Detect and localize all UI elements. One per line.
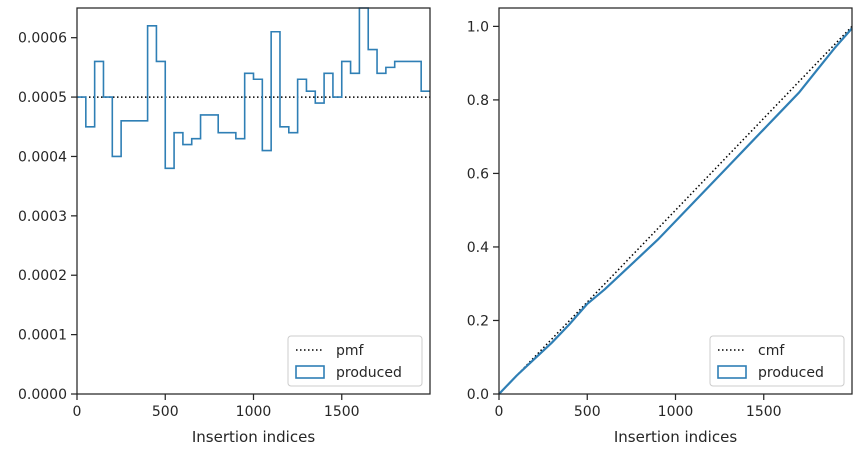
pmf-series-produced-line [77, 7, 430, 170]
pmf-y-tick-label: 0.0004 [18, 149, 67, 165]
pmf-y-tick-label: 0.0005 [18, 90, 67, 106]
cmf-x-tick-label: 0 [495, 404, 504, 420]
cmf-x-tick-label: 500 [574, 404, 601, 420]
pmf-x-tick-label: 1000 [236, 404, 272, 420]
pmf-legend [287, 335, 423, 387]
pmf-legend-label-produced: produced [336, 365, 402, 381]
pmf-x-tick-label: 500 [152, 404, 179, 420]
pmf-x-tick-label: 0 [73, 404, 82, 420]
cmf-y-tick-label: 0.2 [467, 313, 489, 329]
pmf-chart-panel: 0 500 1000 1500 0.0000 0.0001 0.0002 0.0003 0.00… [18, 7, 431, 446]
cmf-x-tick-label: 1500 [746, 404, 782, 420]
cmf-series-cmf-line [498, 25, 853, 395]
cmf-legend-label-cmf: cmf [758, 343, 785, 359]
cmf-series-produced-line [498, 27, 853, 395]
cmf-y-tick-label: 0.8 [467, 93, 489, 109]
pmf-y-tick-label: 0.0006 [18, 31, 67, 47]
cmf-y-tick-label: 0.6 [467, 166, 489, 182]
cmf-legend [709, 335, 845, 387]
pmf-y-tick-label: 0.0000 [18, 387, 67, 403]
pmf-legend-label-pmf: pmf [336, 343, 365, 359]
cmf-y-tick-label: 1.0 [467, 19, 489, 35]
cmf-x-tick-label: 1000 [658, 404, 694, 420]
pmf-y-tick-label: 0.0002 [18, 268, 67, 284]
cmf-y-tick-label: 0.0 [467, 387, 489, 403]
pmf-y-tick-label: 0.0001 [18, 328, 67, 344]
cmf-legend-swatch-produced [717, 365, 747, 379]
cmf-y-tick-label: 0.4 [467, 240, 489, 256]
cmf-chart-panel: 0 500 1000 1500 0.0 0.2 0.4 0.6 0.8 1.0 Insertion … [467, 7, 853, 446]
cmf-legend-label-produced: produced [758, 365, 824, 381]
pmf-x-tick-label: 1500 [324, 404, 360, 420]
pmf-legend-swatch-produced [295, 365, 325, 379]
pmf-y-tick-label: 0.0003 [18, 209, 67, 225]
pmf-x-axis-label: Insertion indices [192, 428, 315, 446]
cmf-x-axis-label: Insertion indices [614, 428, 737, 446]
